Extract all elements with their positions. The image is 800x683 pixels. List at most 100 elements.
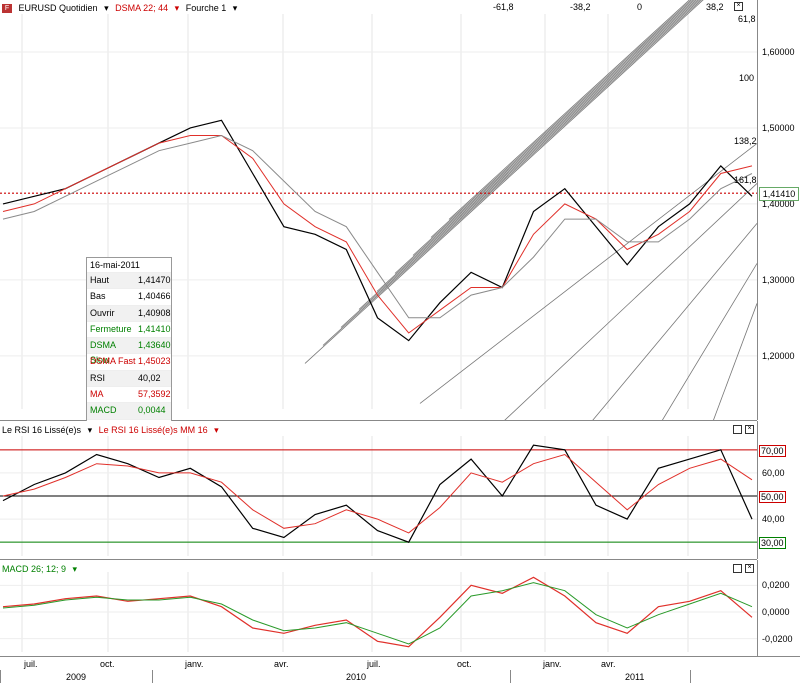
year-separator [152, 670, 153, 683]
month-label: juil. [367, 659, 381, 669]
data-window-key: Bas [90, 291, 106, 302]
data-window-value: 40,02 [138, 372, 161, 383]
data-window-key: Fermeture [90, 323, 132, 334]
data-window-value: 1,40908 [138, 307, 171, 318]
fork-line [504, 183, 758, 420]
fork-line [394, 0, 696, 274]
data-window-value: 1,45023 [138, 356, 171, 367]
fork-line [713, 303, 758, 420]
fib-label: 61,8 [738, 14, 756, 24]
data-window-row: Ouvrir 1,40908 [87, 304, 171, 321]
axis-tick-label: 0,0200 [762, 580, 790, 591]
series-line-1 [2, 135, 753, 334]
symbol-icon: F [2, 4, 12, 14]
fib-label: 100 [739, 73, 755, 83]
dsma-label[interactable]: DSMA 22; 44 [115, 3, 169, 13]
rsi-label[interactable]: Le RSI 16 Lissé(e)s [2, 425, 82, 435]
fork-line [448, 0, 690, 220]
axis-tick-label: 50,00 [759, 491, 786, 503]
chevron-down-icon[interactable]: ▾ [232, 3, 238, 13]
year-separator [690, 670, 691, 683]
month-label: juil. [24, 659, 38, 669]
year-label: 2011 [625, 672, 645, 682]
year-label: 2010 [346, 672, 367, 682]
current-price-badge: 1,41410 [759, 187, 799, 202]
fib-label: 161,8 [734, 175, 757, 185]
axis-tick-label: 0,0000 [762, 607, 790, 617]
chevron-down-icon[interactable]: ▾ [104, 3, 109, 13]
axis-tick-label: 1,20000 [762, 350, 795, 361]
data-window-row: Bas 1,40466 [87, 288, 171, 304]
rsi-axis [757, 421, 800, 559]
data-window-key: DSMA Slow [90, 340, 116, 366]
axis-tick-label: 40,00 [762, 514, 785, 525]
axis-tick-label: -0,0200 [762, 633, 793, 644]
time-axis[interactable]: juil. oct. janv. avr. juil. oct. janv. avr. 200… [0, 656, 800, 683]
year-label: 2009 [66, 672, 87, 682]
price-chart[interactable] [0, 0, 800, 420]
fork-line [592, 223, 758, 420]
macd-pane-header: MACD 26; 12; 9 ▾ [2, 563, 81, 575]
close-icon[interactable]: × [745, 425, 754, 434]
fork-line [661, 263, 758, 420]
data-window-key: DSMA Fast [90, 356, 136, 367]
data-window-key: Ouvrir [90, 307, 115, 318]
price-pane-header: F EURUSD Quotidien ▾ DSMA 22; 44 ▾ Fourc… [2, 2, 241, 14]
data-window-value: 57,3592 [138, 389, 171, 400]
month-label: oct. [100, 659, 115, 669]
fork-line [376, 0, 697, 292]
data-window-row: RSI 40,02 [87, 369, 171, 387]
fib-label: 138,2 [734, 136, 757, 146]
month-label: janv. [185, 659, 204, 669]
symbol-label[interactable]: EURUSD Quotidien [18, 3, 98, 13]
data-window-key: MA [90, 389, 104, 400]
data-window-date: 16-mai-2011 [90, 260, 140, 270]
data-window-value: 1,41470 [138, 275, 171, 285]
chevron-down-icon[interactable]: ▾ [87, 425, 93, 435]
pane-close-icon[interactable]: × [734, 2, 743, 11]
fib-label: -61,8 [493, 2, 514, 12]
fork-line [304, 0, 704, 364]
close-icon[interactable]: × [745, 564, 754, 573]
fib-label: 0 [637, 2, 643, 12]
fork-line [358, 0, 699, 310]
fork-label[interactable]: Fourche 1 [185, 3, 227, 13]
axis-tick-label: 1,50000 [762, 122, 795, 133]
rsi-pane[interactable] [0, 421, 757, 560]
axis-tick-label: 70,00 [759, 444, 786, 457]
data-window-value: 0,0044 [138, 405, 166, 416]
macd-label[interactable]: MACD 26; 12; 9 [2, 564, 67, 574]
axis-tick-label: 1,60000 [762, 46, 795, 57]
data-window-row: DSMA Slow 1,43640 [87, 337, 171, 366]
maximize-icon[interactable] [733, 425, 742, 434]
rsi-ma-label[interactable]: Le RSI 16 Lissé(e)s MM 16 [98, 425, 208, 435]
macd-axis [757, 560, 800, 656]
axis-tick-label: 60,00 [762, 467, 785, 478]
series-line-2 [2, 134, 753, 319]
maximize-icon[interactable] [733, 564, 742, 573]
fork-line [430, 0, 692, 238]
year-separator [0, 670, 1, 683]
year-separator [510, 670, 511, 683]
fib-label: -38,2 [570, 2, 591, 12]
month-label: oct. [457, 659, 472, 669]
month-label: avr. [274, 659, 289, 669]
data-window-key: Haut [90, 275, 110, 285]
fork-line [340, 0, 701, 328]
month-label: avr. [601, 659, 616, 669]
fork-line [412, 0, 694, 256]
chevron-down-icon[interactable]: ▾ [214, 425, 219, 435]
chevron-down-icon[interactable]: ▾ [174, 3, 180, 13]
fork-line [419, 143, 758, 404]
axis-tick-label: 1,40000 [762, 198, 795, 209]
fib-label: 38,2 [706, 2, 724, 12]
series-line-0 [2, 444, 753, 543]
chevron-down-icon[interactable]: ▾ [72, 564, 78, 574]
series-line-0 [2, 576, 753, 648]
data-window-row: Fermeture 1,41410 [87, 320, 171, 337]
data-window-key: RSI [90, 372, 106, 383]
price-axis [757, 0, 800, 420]
